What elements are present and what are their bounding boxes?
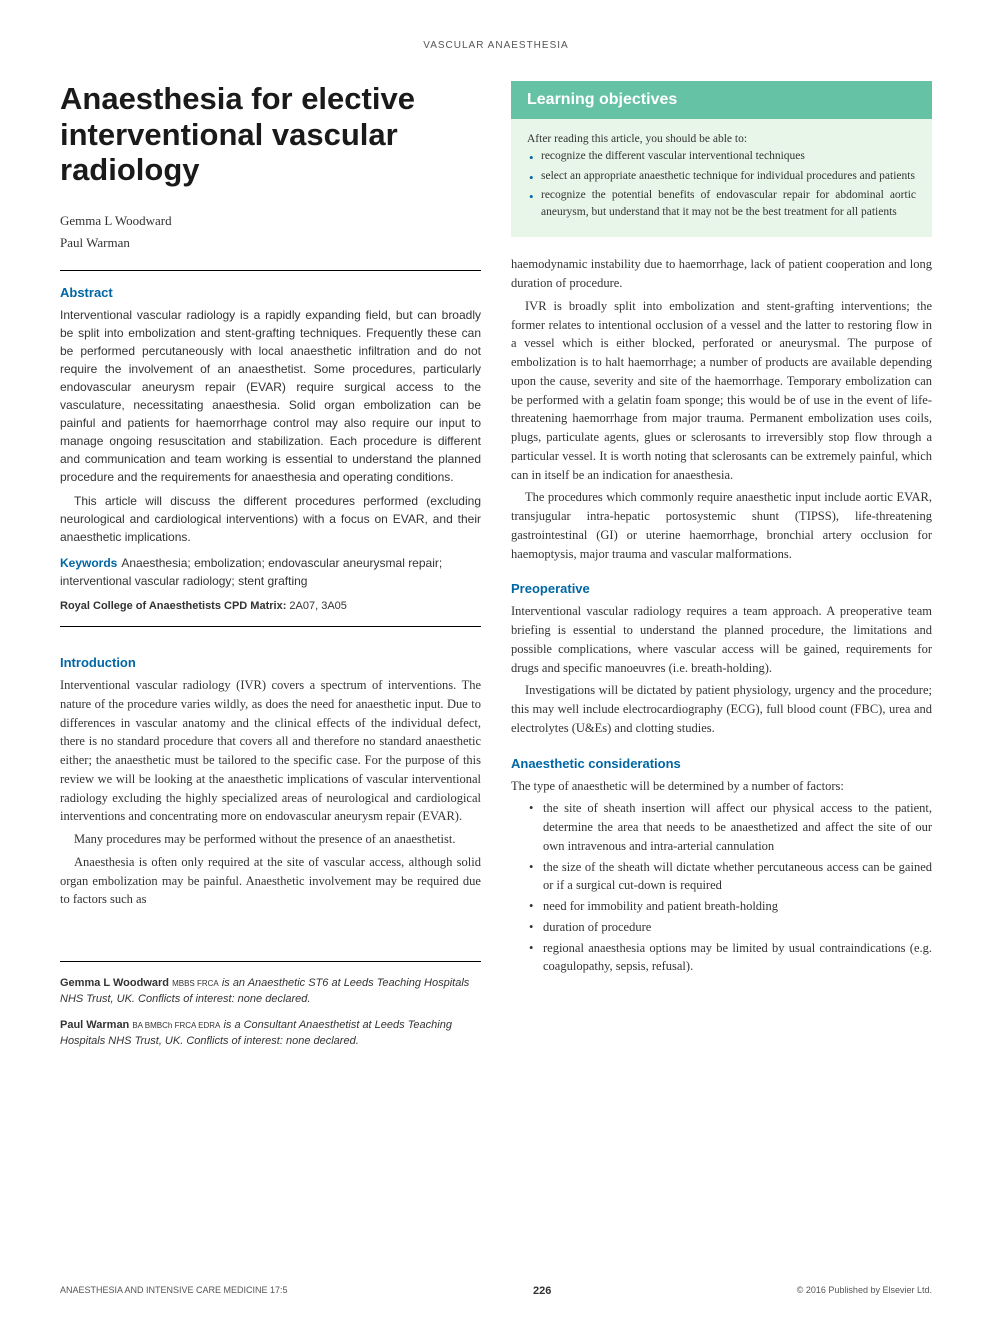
author-name: Gemma L Woodward: [60, 210, 481, 232]
body-para: Investigations will be dictated by patie…: [511, 681, 932, 737]
body-para: haemodynamic instability due to haemorrh…: [511, 255, 932, 293]
two-column-layout: Anaesthesia for elective interventional …: [60, 81, 932, 1060]
running-head: VASCULAR ANAESTHESIA: [60, 40, 932, 51]
introduction-body: Interventional vascular radiology (IVR) …: [60, 676, 481, 909]
body-para: Interventional vascular radiology requir…: [511, 602, 932, 677]
learning-objectives-box: Learning objectives After reading this a…: [511, 81, 932, 237]
body-para: The procedures which commonly require an…: [511, 488, 932, 563]
learning-objectives-heading: Learning objectives: [511, 81, 932, 119]
body-para: Interventional vascular radiology (IVR) …: [60, 676, 481, 826]
copyright: © 2016 Published by Elsevier Ltd.: [797, 1285, 932, 1297]
factor-item: duration of procedure: [529, 918, 932, 937]
page-number: 226: [533, 1285, 551, 1297]
abstract-heading: Abstract: [60, 285, 481, 300]
learning-objectives-body: After reading this article, you should b…: [511, 119, 932, 237]
learning-item: select an appropriate anaesthetic techni…: [527, 168, 916, 185]
bio-credentials: MBBS FRCA: [172, 979, 219, 988]
author-bio: Paul Warman BA BMBCh FRCA EDRA is a Cons…: [60, 1018, 481, 1050]
body-para: Many procedures may be performed without…: [60, 830, 481, 849]
body-para: The type of anaesthetic will be determin…: [511, 777, 932, 796]
author-bio: Gemma L Woodward MBBS FRCA is an Anaesth…: [60, 976, 481, 1008]
learning-list: recognize the different vascular interve…: [527, 148, 916, 221]
abstract-para: Interventional vascular radiology is a r…: [60, 306, 481, 486]
journal-ref: ANAESTHESIA AND INTENSIVE CARE MEDICINE …: [60, 1285, 288, 1297]
cpd-label: Royal College of Anaesthetists CPD Matri…: [60, 600, 286, 612]
divider: [60, 626, 481, 627]
learning-lead: After reading this article, you should b…: [527, 131, 916, 148]
learning-item: recognize the different vascular interve…: [527, 148, 916, 165]
body-para: IVR is broadly split into embolization a…: [511, 297, 932, 485]
page-footer: ANAESTHESIA AND INTENSIVE CARE MEDICINE …: [60, 1285, 932, 1297]
factor-item: the site of sheath insertion will affect…: [529, 799, 932, 855]
bio-credentials: BA BMBCh FRCA EDRA: [132, 1021, 220, 1030]
article-title: Anaesthesia for elective interventional …: [60, 81, 481, 188]
keywords-text: Anaesthesia; embolization; endovascular …: [60, 556, 442, 588]
cpd-matrix: Royal College of Anaesthetists CPD Matri…: [60, 600, 481, 612]
divider: [60, 961, 481, 962]
factor-item: regional anaesthesia options may be limi…: [529, 939, 932, 977]
introduction-heading: Introduction: [60, 655, 481, 670]
preoperative-heading: Preoperative: [511, 581, 932, 596]
factor-item: the size of the sheath will dictate whet…: [529, 858, 932, 896]
author-name: Paul Warman: [60, 232, 481, 254]
abstract-body: Interventional vascular radiology is a r…: [60, 306, 481, 546]
body-para: Anaesthesia is often only required at th…: [60, 853, 481, 909]
left-column: Anaesthesia for elective interventional …: [60, 81, 481, 1060]
cpd-codes: 2A07, 3A05: [289, 600, 347, 612]
continued-body: haemodynamic instability due to haemorrh…: [511, 255, 932, 563]
right-column: Learning objectives After reading this a…: [511, 81, 932, 1060]
preoperative-body: Interventional vascular radiology requir…: [511, 602, 932, 737]
bio-name: Gemma L Woodward: [60, 977, 169, 989]
author-block: Gemma L Woodward Paul Warman: [60, 210, 481, 254]
abstract-para: This article will discuss the different …: [60, 492, 481, 546]
factors-list: the site of sheath insertion will affect…: [511, 799, 932, 976]
factor-item: need for immobility and patient breath-h…: [529, 897, 932, 916]
learning-item: recognize the potential benefits of endo…: [527, 187, 916, 222]
anaesthetic-considerations-body: The type of anaesthetic will be determin…: [511, 777, 932, 977]
divider: [60, 270, 481, 271]
anaesthetic-considerations-heading: Anaesthetic considerations: [511, 756, 932, 771]
bio-name: Paul Warman: [60, 1019, 129, 1031]
keywords-label: Keywords: [60, 556, 117, 570]
